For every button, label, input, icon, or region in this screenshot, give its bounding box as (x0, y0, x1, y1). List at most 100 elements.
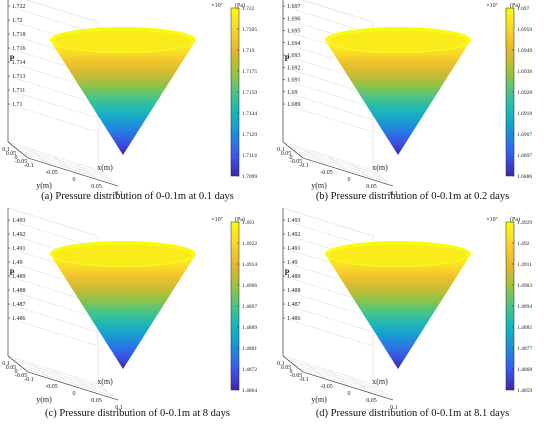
x-tick-label: 0 (348, 391, 351, 397)
z-tick-label: 1.492 (12, 232, 26, 238)
floor-gridline (350, 162, 371, 180)
cone-rim-inner (54, 30, 192, 52)
panel-c: 1.493 1.492 1.491 1.49 1.489 1.488 1.487 1.486 P… (0, 207, 275, 428)
floor-gridline (305, 362, 326, 380)
z-tick-label: 1.689 (287, 102, 301, 108)
z-axis-label: P (10, 268, 15, 277)
colorbar-tick-label: 1.4929 (517, 220, 532, 226)
colorbar-tick-label: 1.4868 (517, 367, 532, 373)
x-tick-label: -0.1 (299, 377, 309, 383)
y-tick-label: 0.05 (281, 365, 292, 371)
colorbar-tick-label: 1.7159 (242, 90, 257, 96)
wall-gridline (282, 289, 374, 319)
colorbar-tick-label: 1.697 (517, 6, 530, 12)
wall-gridline (7, 75, 99, 105)
z-tick-label: 1.69 (287, 90, 298, 96)
z-tick-label: 1.711 (12, 88, 25, 94)
y-tick-label: 0.05 (6, 151, 17, 157)
z-tick-label: 1.488 (12, 288, 26, 294)
x-tick-label: -0.1 (24, 377, 34, 383)
colorbar-tick-label: 1.4872 (242, 367, 257, 373)
floor-gridline (327, 155, 349, 173)
floor-gridline (372, 383, 394, 401)
z-tick-label: 1.72 (12, 18, 23, 24)
z-tick-label: 1.695 (287, 29, 301, 35)
colorbar-tick-label: 1.4922 (242, 241, 257, 247)
colorbar-tick-label: 1.7144 (242, 111, 257, 117)
cone-surface (325, 254, 471, 369)
z-tick-label: 1.716 (12, 46, 26, 52)
x-tick-label: -0.05 (45, 170, 58, 176)
colorbar-tick-label: 1.4906 (242, 283, 257, 289)
x-tick-label: 0.05 (91, 184, 102, 190)
x-axis-line (302, 157, 394, 187)
y-axis-label: y(m) (36, 395, 52, 404)
x-axis-label: x(m) (372, 377, 388, 386)
y-tick-label: 0.1 (2, 147, 10, 153)
colorbar-tick-label: 1.6928 (517, 90, 532, 96)
floor-gridline (350, 376, 371, 394)
wall-gridline (282, 317, 374, 347)
x-tick-label: 0.1 (390, 191, 398, 197)
y-axis-label: y(m) (311, 181, 327, 190)
y-tick-label: -0.05 (15, 159, 28, 165)
z-tick-label: 1.691 (287, 78, 301, 84)
z-tick-label: 1.722 (12, 4, 26, 10)
x-tick-label: 0 (348, 177, 351, 183)
colorbar-tick-label: 1.6897 (517, 153, 532, 159)
colorbar-tick-label: 1.4903 (517, 283, 532, 289)
colorbar-tick-label: 1.719 (242, 48, 255, 54)
x-axis-label: x(m) (97, 163, 113, 172)
chart-c: 1.493 1.492 1.491 1.49 1.489 1.488 1.487 1.486 P… (2, 207, 257, 411)
box-edge (282, 207, 374, 237)
colorbar-tick-label: 1.4914 (242, 262, 257, 268)
wall-gridline (7, 89, 99, 119)
y-axis-label: y(m) (36, 181, 52, 190)
wall-gridline (282, 103, 374, 133)
z-tick-label: 1.488 (287, 288, 301, 294)
cone-surface (325, 40, 471, 155)
x-axis-label: x(m) (97, 377, 113, 386)
z-tick-label: 1.718 (12, 32, 26, 38)
x-axis-line (27, 157, 119, 187)
x-axis-label: x(m) (372, 163, 388, 172)
y-axis-line (282, 355, 304, 373)
cone-surface (50, 254, 196, 369)
y-axis-line (282, 141, 304, 159)
colorbar-tick-label: 1.4894 (517, 304, 532, 310)
wall-gridline (282, 303, 374, 333)
z-tick-label: 1.493 (12, 218, 26, 224)
chart-d: 1.493 1.492 1.491 1.49 1.489 1.488 1.487 1.486 P… (277, 207, 532, 411)
y-tick-label: -0.05 (15, 373, 28, 379)
floor-gridline (75, 162, 96, 180)
floor-gridline (305, 148, 326, 166)
floor-gridline (372, 169, 394, 187)
z-tick-label: 1.492 (287, 232, 301, 238)
x-tick-label: -0.1 (24, 163, 34, 169)
z-tick-label: 1.486 (287, 316, 301, 322)
wall-gridline (7, 289, 99, 319)
floor-gridline (97, 169, 119, 187)
colorbar-tick-label: 1.4881 (242, 346, 257, 352)
z-tick-label: 1.491 (12, 246, 26, 252)
cone-rim-inner (54, 244, 192, 266)
y-tick-label: -0.05 (290, 373, 303, 379)
colorbar-tick-label: 1.493 (242, 220, 255, 226)
colorbar-tick-label: 1.6938 (517, 69, 532, 75)
cone-surface (50, 40, 196, 155)
y-tick-label: 0 (290, 369, 293, 375)
cone-rim-inner (329, 244, 467, 266)
x-tick-label: 0.05 (366, 398, 377, 404)
z-tick-label: 1.486 (12, 316, 26, 322)
y-tick-label: 0 (290, 155, 293, 161)
x-tick-label: -0.05 (320, 170, 333, 176)
z-tick-label: 1.49 (287, 260, 298, 266)
z-tick-label: 1.697 (287, 4, 301, 10)
y-axis-label: y(m) (311, 395, 327, 404)
z-tick-label: 1.692 (287, 65, 301, 71)
z-tick-label: 1.49 (12, 260, 23, 266)
y-tick-label: 0.1 (2, 361, 10, 367)
z-tick-label: 1.714 (12, 60, 26, 66)
x-tick-label: 0.1 (115, 191, 123, 197)
